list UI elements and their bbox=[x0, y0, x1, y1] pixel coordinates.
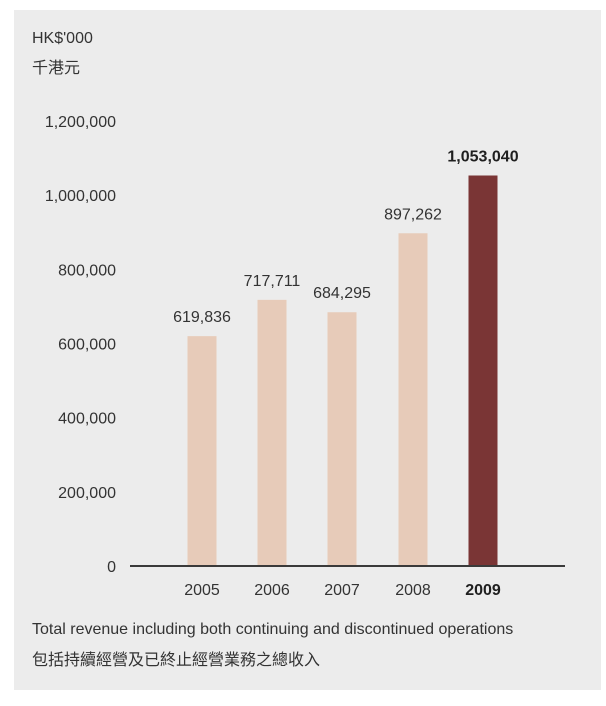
y-tick-label: 400,000 bbox=[58, 411, 116, 428]
bar-2005 bbox=[187, 336, 217, 566]
data-label: 684,295 bbox=[313, 285, 371, 302]
x-tick-label: 2008 bbox=[395, 582, 431, 599]
chart-caption-zh: 包括持續經營及已終止經營業務之總收入 bbox=[32, 652, 321, 669]
x-tick-label: 2009 bbox=[465, 582, 501, 599]
x-tick-label: 2006 bbox=[254, 582, 290, 599]
data-label: 717,711 bbox=[244, 273, 301, 290]
y-tick-label: 1,200,000 bbox=[45, 114, 116, 131]
bar-2009 bbox=[468, 175, 498, 566]
y-tick-label: 600,000 bbox=[58, 337, 116, 354]
unit-label: HK$'000 bbox=[32, 30, 93, 47]
y-tick-label: 1,000,000 bbox=[45, 188, 116, 205]
y-tick-label: 200,000 bbox=[58, 485, 116, 502]
revenue-bar-chart: 0 200,000 400,000 600,000 800,000 1,000,000 1,… bbox=[45, 114, 565, 599]
data-label: 897,262 bbox=[384, 206, 442, 223]
y-tick-label: 800,000 bbox=[58, 262, 116, 279]
y-tick-label: 0 bbox=[107, 559, 116, 576]
data-label: 1,053,040 bbox=[447, 148, 518, 165]
bar-2008 bbox=[398, 233, 428, 567]
chart-panel: HK$'000 千港元 0 200,000 400,000 600,000 800,00… bbox=[14, 10, 601, 690]
bar-2006 bbox=[257, 299, 287, 566]
bar-2007 bbox=[327, 312, 357, 566]
x-tick-label: 2005 bbox=[184, 582, 220, 599]
chart-caption: Total revenue including both continuing … bbox=[32, 621, 514, 638]
x-tick-label: 2007 bbox=[324, 582, 360, 599]
data-label: 619,836 bbox=[173, 309, 231, 326]
unit-label-zh: 千港元 bbox=[32, 60, 81, 77]
